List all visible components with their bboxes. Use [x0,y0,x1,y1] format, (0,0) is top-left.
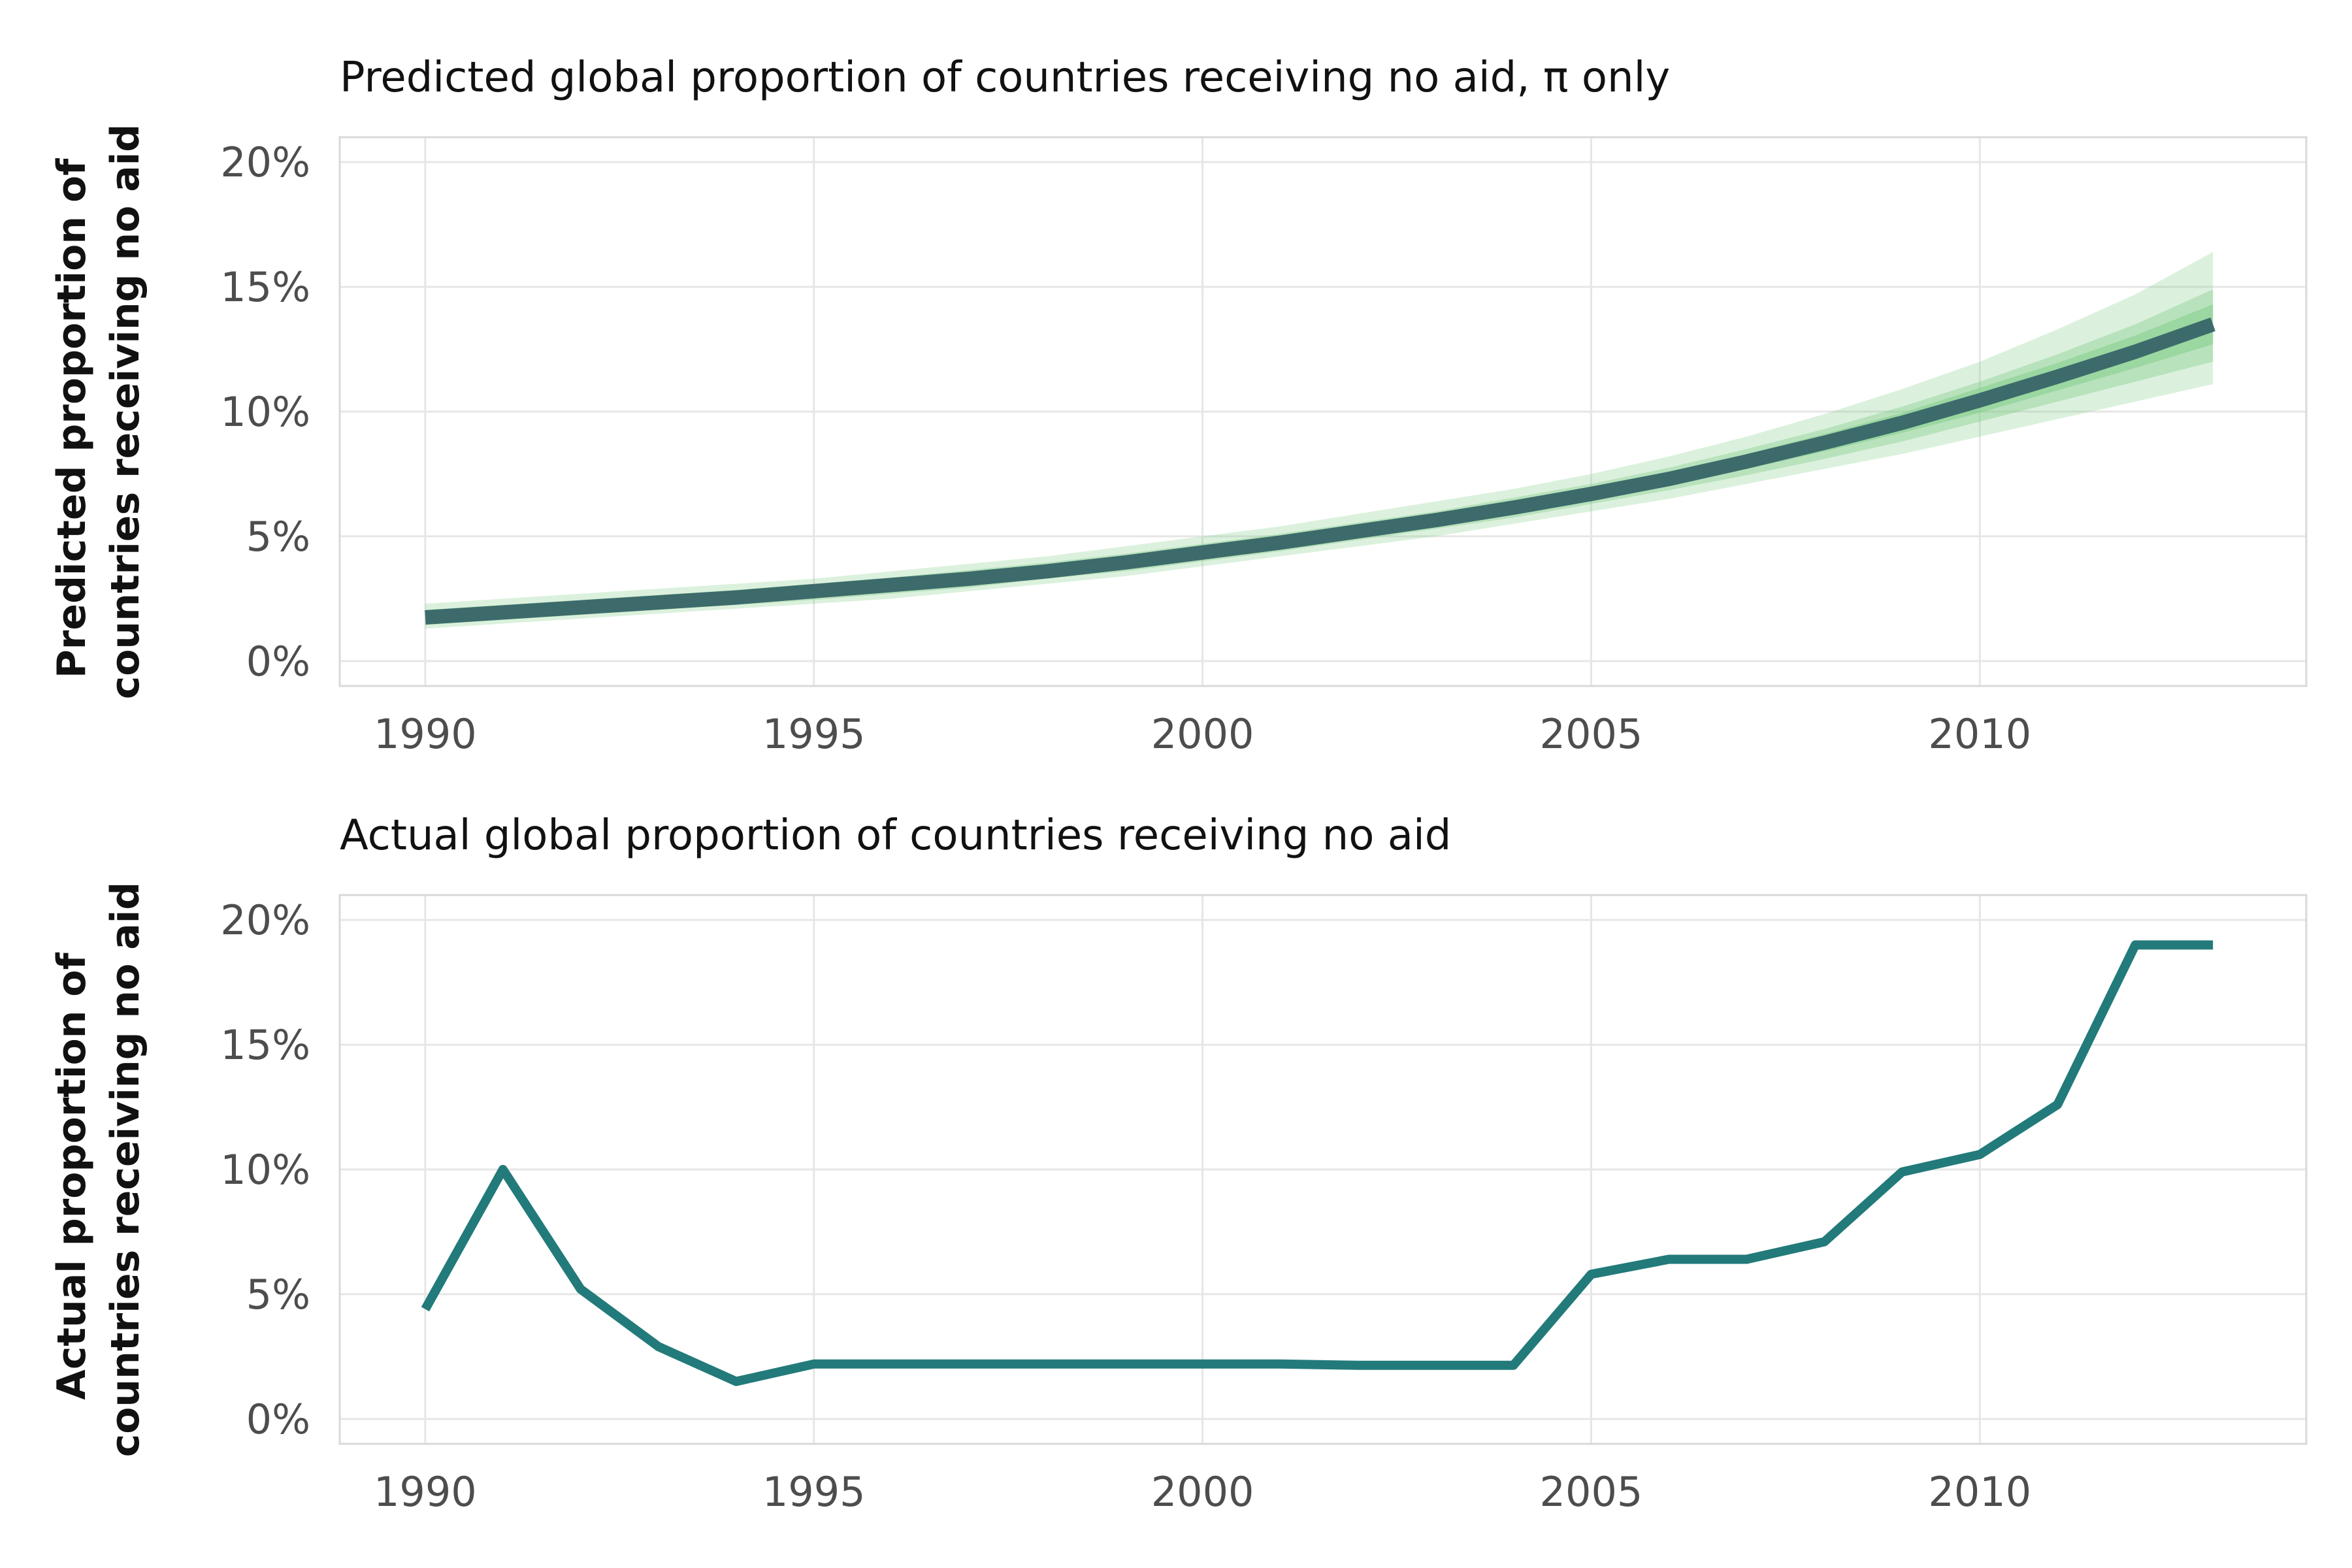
x-tick-labels: 1990 1995 2000 2005 2010 [374,710,2031,758]
y-tick-label: 0% [246,638,310,685]
x-tick-label: 1990 [374,1468,477,1516]
x-tick-label: 2000 [1151,710,1254,758]
y-axis-title-line-2: countries receiving no aid [103,882,148,1458]
x-tick-label: 1995 [762,1468,866,1516]
y-axis-title: Actual proportion of countries receiving… [49,882,148,1458]
x-tick-labels: 1990 1995 2000 2005 2010 [374,1468,2031,1516]
actual-panel: Actual global proportion of countries re… [49,811,2308,1516]
x-tick-label: 2010 [1928,710,2031,758]
series-layer [425,318,2215,625]
panel-title: Predicted global proportion of countries… [340,54,1670,102]
x-tick-label: 2010 [1928,1468,2031,1516]
x-tick-label: 2000 [1151,1468,1254,1516]
interval-band-inner [425,304,2213,621]
x-tick-label: 2005 [1540,710,1643,758]
y-tick-label: 15% [220,1021,310,1069]
plot-border [338,894,2308,1445]
predicted-panel: Predicted global proportion of countries… [49,54,2308,758]
interval-band-middle [425,289,2213,625]
plot-border [338,136,2308,687]
y-tick-label: 10% [220,1146,310,1194]
interval-bands [425,252,2213,629]
y-tick-label: 20% [220,896,310,944]
y-tick-label: 10% [220,388,310,436]
y-axis-title-line-1: Predicted proportion of [49,158,95,678]
y-tick-label: 20% [220,139,310,186]
y-tick-label: 5% [246,1271,310,1318]
series-line [425,318,2215,625]
y-axis-title-line-2: countries receiving no aid [103,124,148,700]
y-tick-label: 15% [220,263,310,311]
y-tick-label: 5% [246,513,310,561]
panel-title: Actual global proportion of countries re… [340,811,1451,860]
series-line [421,940,2213,1386]
x-tick-label: 2005 [1540,1468,1643,1516]
series-layer [421,940,2213,1386]
y-tick-labels: 0% 5% 10% 15% 20% [220,139,310,685]
y-tick-label: 0% [246,1396,310,1443]
y-tick-labels: 0% 5% 10% 15% 20% [220,896,310,1443]
y-axis-title: Predicted proportion of countries receiv… [49,124,148,700]
y-axis-title-line-1: Actual proportion of [49,952,95,1399]
interval-band-outer [425,252,2213,629]
x-tick-label: 1995 [762,710,866,758]
x-tick-label: 1990 [374,710,477,758]
grid [340,895,2306,1444]
